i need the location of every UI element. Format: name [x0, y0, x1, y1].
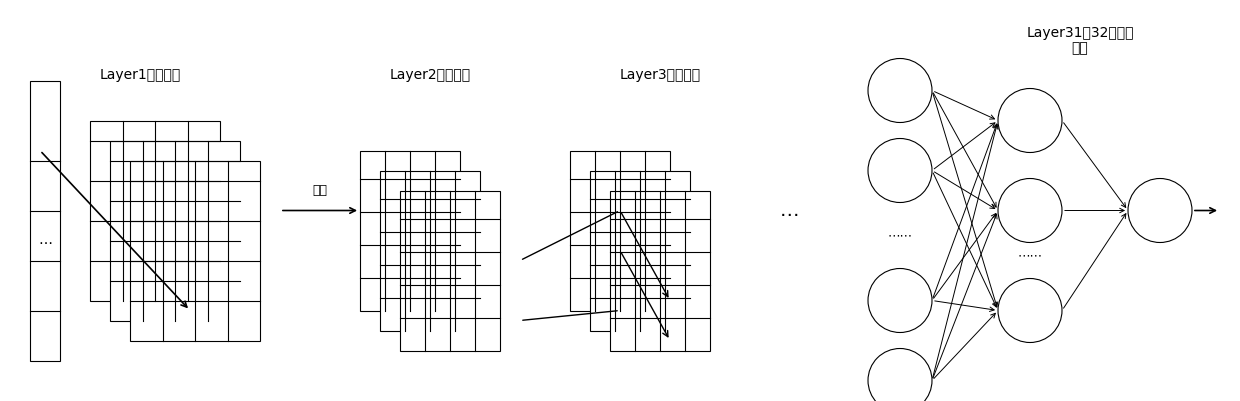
Circle shape — [998, 178, 1061, 243]
FancyBboxPatch shape — [110, 140, 241, 320]
Text: Layer2：池化层: Layer2：池化层 — [389, 69, 470, 83]
Circle shape — [998, 279, 1061, 342]
Circle shape — [868, 138, 932, 203]
Circle shape — [1128, 178, 1192, 243]
FancyBboxPatch shape — [130, 160, 260, 340]
Circle shape — [998, 89, 1061, 152]
FancyBboxPatch shape — [570, 150, 670, 310]
FancyBboxPatch shape — [379, 170, 480, 330]
FancyBboxPatch shape — [30, 81, 60, 360]
Text: Layer3：卷积层: Layer3：卷积层 — [620, 69, 701, 83]
FancyBboxPatch shape — [610, 190, 711, 350]
Text: …: … — [38, 233, 52, 247]
Text: …: … — [780, 201, 800, 220]
Text: ⋯⋯: ⋯⋯ — [1018, 249, 1043, 262]
Circle shape — [868, 269, 932, 332]
FancyBboxPatch shape — [590, 170, 689, 330]
Circle shape — [868, 59, 932, 122]
FancyBboxPatch shape — [360, 150, 460, 310]
Circle shape — [868, 348, 932, 401]
FancyBboxPatch shape — [91, 120, 219, 300]
Text: Layer1：卷积层: Layer1：卷积层 — [99, 69, 181, 83]
FancyBboxPatch shape — [401, 190, 500, 350]
Text: Layer31、32：全连
接层: Layer31、32：全连 接层 — [1027, 26, 1133, 56]
Text: 池化: 池化 — [312, 184, 327, 197]
Text: ⋯⋯: ⋯⋯ — [888, 229, 913, 242]
